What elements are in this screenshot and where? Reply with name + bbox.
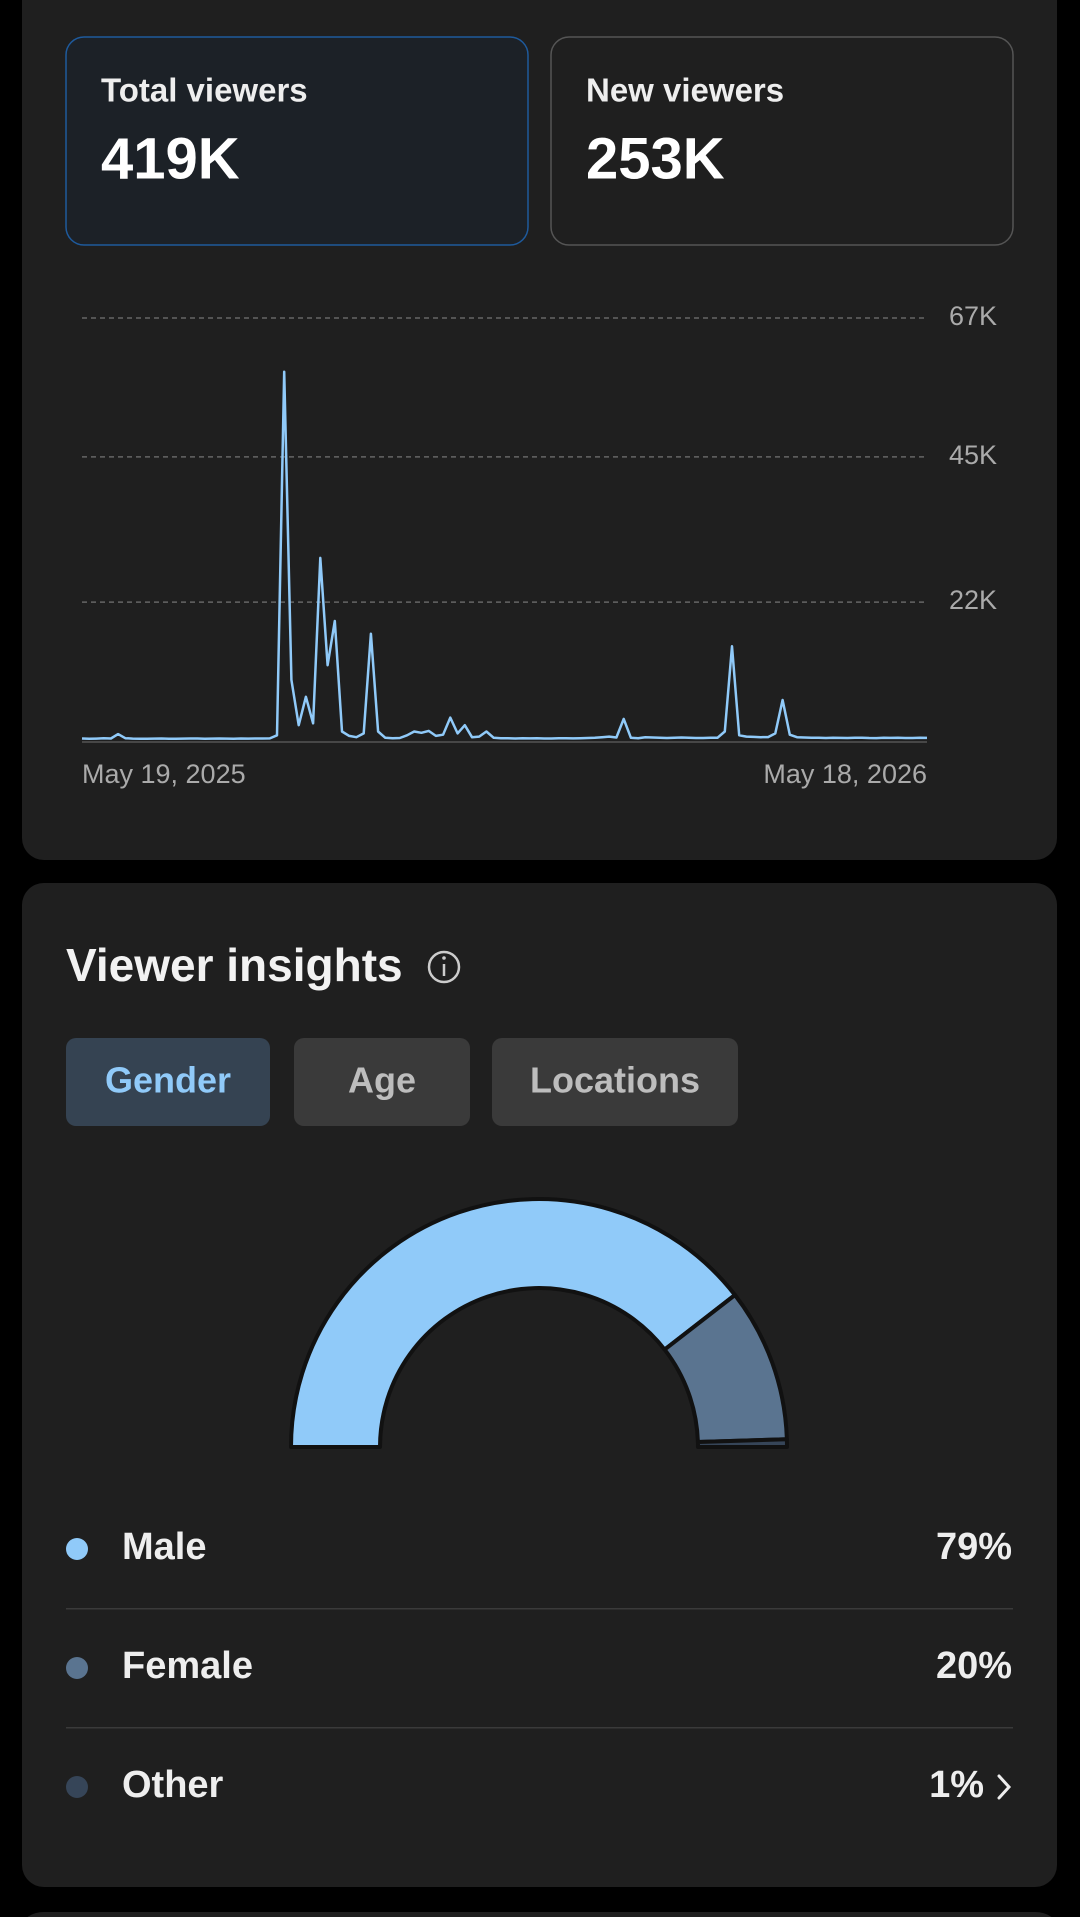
legend-dot (66, 1657, 88, 1679)
legend-label: Male (122, 1526, 206, 1568)
stat-card-selected[interactable] (65, 36, 529, 246)
insights-card (22, 883, 1057, 1887)
legend-label: Other (122, 1764, 224, 1806)
tab[interactable] (492, 1038, 738, 1126)
stat-value: 419K (101, 126, 240, 191)
legend-value: 20% (936, 1645, 1012, 1687)
tab-label: Gender (105, 1060, 231, 1101)
next-card (27, 1912, 1052, 1917)
legend-value: 1% (929, 1764, 984, 1806)
tab[interactable] (66, 1038, 270, 1126)
tab[interactable] (294, 1038, 470, 1126)
tab-label: Locations (530, 1060, 700, 1101)
legend-value: 79% (936, 1526, 1012, 1568)
section-title: Viewer insights (66, 939, 403, 991)
line-series (81, 370, 928, 741)
x-label: May 19, 2025 (82, 759, 246, 789)
info-circle (427, 950, 461, 984)
y-tick-label: 67K (949, 301, 997, 331)
donut-segment (289, 1197, 737, 1449)
stat-label: New viewers (586, 72, 784, 109)
tab-label: Age (348, 1060, 416, 1101)
legend-dot (66, 1538, 88, 1560)
legend-label: Female (122, 1645, 253, 1687)
divider (66, 1727, 1013, 1729)
info-icon[interactable] (427, 950, 461, 984)
stat-label: Total viewers (101, 72, 308, 109)
donut-segment (695, 1437, 790, 1449)
y-tick-label: 22K (949, 585, 997, 615)
legend-dot (66, 1776, 88, 1798)
x-label: May 18, 2026 (763, 759, 927, 789)
info-dot (442, 956, 446, 960)
stat-value: 253K (586, 126, 725, 191)
chevron[interactable] (997, 1774, 1012, 1800)
y-tick-label: 45K (949, 440, 997, 470)
divider (66, 1608, 1013, 1610)
stat-card[interactable] (550, 36, 1014, 246)
